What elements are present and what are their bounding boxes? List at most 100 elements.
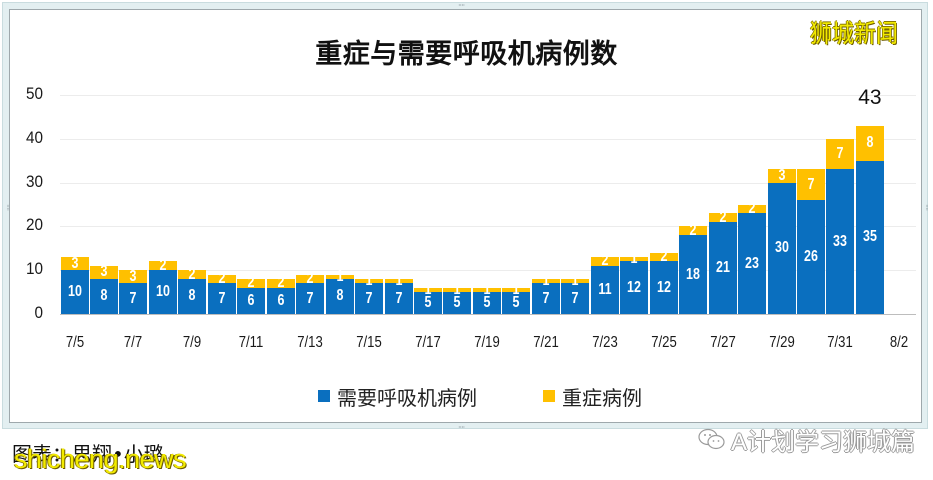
bar-segment-ventilator[interactable] xyxy=(738,213,767,314)
x-tick-label: 7/11 xyxy=(238,334,264,351)
bar-segment-severe[interactable] xyxy=(266,278,295,288)
bar-segment-severe[interactable] xyxy=(561,278,590,284)
bar-segment-severe[interactable] xyxy=(325,274,354,279)
y-tick-label: 30 xyxy=(25,171,43,191)
bar-segment-ventilator[interactable] xyxy=(855,160,884,314)
x-tick-label: 7/17 xyxy=(415,334,441,351)
legend: 需要呼吸机病例 重症病例 xyxy=(0,383,933,410)
paragraph-mark-icon: ↵ xyxy=(165,451,176,464)
bar-segment-severe[interactable] xyxy=(767,169,796,183)
x-tick-label: 7/31 xyxy=(827,334,854,351)
x-tick-label: 7/29 xyxy=(768,334,795,351)
bar-segment-ventilator[interactable] xyxy=(119,283,148,314)
y-tick-label: 50 xyxy=(25,84,43,103)
x-tick-label: 8/2 xyxy=(890,334,909,351)
bar-segment-ventilator[interactable] xyxy=(148,270,177,314)
wechat-icon xyxy=(698,428,725,449)
bar-segment-ventilator[interactable] xyxy=(590,265,619,314)
bar-segment-severe[interactable] xyxy=(708,213,737,222)
bar-segment-ventilator[interactable] xyxy=(472,292,501,314)
x-tick-label: 7/23 xyxy=(591,334,618,351)
bar-segment-ventilator[interactable] xyxy=(679,235,708,314)
gridline xyxy=(59,138,916,140)
x-tick-label: 7/9 xyxy=(183,334,202,351)
y-tick-label: 20 xyxy=(25,215,43,235)
chart-caption: 图表：思翔•小璐 ↵ xyxy=(12,438,175,467)
resize-handle-right[interactable]: ···· xyxy=(922,204,931,211)
bar-segment-ventilator[interactable] xyxy=(355,283,384,314)
total-value-label: 43 xyxy=(858,85,882,109)
bar-segment-ventilator[interactable] xyxy=(178,278,207,314)
bar-segment-severe[interactable] xyxy=(531,278,560,284)
bar-segment-ventilator[interactable] xyxy=(384,283,413,314)
bar-segment-severe[interactable] xyxy=(826,138,855,170)
y-tick-label: 0 xyxy=(34,303,43,322)
x-tick-label: 7/25 xyxy=(650,334,677,351)
resize-handle-top[interactable]: ···· xyxy=(458,1,465,10)
x-tick-label: 7/15 xyxy=(356,334,382,351)
bar-segment-severe[interactable] xyxy=(384,278,413,284)
x-axis-line xyxy=(59,314,916,315)
bar-segment-severe[interactable] xyxy=(502,287,531,293)
bar-segment-severe[interactable] xyxy=(443,287,472,293)
bar-segment-ventilator[interactable] xyxy=(325,278,354,314)
bar-segment-severe[interactable] xyxy=(89,265,118,279)
bar-segment-severe[interactable] xyxy=(797,169,825,201)
bar-segment-ventilator[interactable] xyxy=(237,287,266,314)
bar-segment-severe[interactable] xyxy=(738,204,767,214)
gridline xyxy=(59,226,916,228)
bar-segment-severe[interactable] xyxy=(472,287,501,293)
watermark-shicheng-news: shicheng.news xyxy=(14,444,187,474)
bar-segment-severe[interactable] xyxy=(414,287,443,293)
bar-segment-ventilator[interactable] xyxy=(502,292,531,314)
x-tick-label: 7/13 xyxy=(297,334,323,351)
bar-segment-ventilator[interactable] xyxy=(826,169,855,314)
legend-item-severe[interactable]: 重症病例 xyxy=(543,383,642,410)
bar-segment-severe[interactable] xyxy=(296,274,325,284)
caption-text: 图表：思翔•小璐 xyxy=(12,442,164,466)
x-tick-label: 7/21 xyxy=(533,334,559,351)
x-tick-label: 7/27 xyxy=(709,334,736,351)
wechat-account-name: A计划学习狮城篇 xyxy=(731,429,916,456)
legend-swatch-severe xyxy=(543,390,555,402)
bar-segment-severe[interactable] xyxy=(855,125,884,161)
bar-segment-ventilator[interactable] xyxy=(797,200,825,314)
x-tick-label: 7/7 xyxy=(124,334,143,351)
bar-segment-severe[interactable] xyxy=(60,257,89,271)
wechat-account-badge: A计划学习狮城篇 xyxy=(697,422,915,457)
bar-segment-severe[interactable] xyxy=(119,270,148,284)
bar-segment-severe[interactable] xyxy=(178,270,207,279)
legend-label-ventilator: 需要呼吸机病例 xyxy=(337,387,477,410)
bar-segment-severe[interactable] xyxy=(620,257,649,262)
bar-segment-severe[interactable] xyxy=(590,257,619,266)
resize-handle-bottom[interactable]: ···· xyxy=(458,423,465,432)
legend-item-ventilator[interactable]: 需要呼吸机病例 xyxy=(318,383,477,410)
bar-segment-ventilator[interactable] xyxy=(561,283,590,314)
bar-segment-ventilator[interactable] xyxy=(767,182,796,314)
legend-label-severe: 重症病例 xyxy=(562,387,642,410)
bar-segment-ventilator[interactable] xyxy=(207,283,236,314)
bar-segment-ventilator[interactable] xyxy=(708,222,737,314)
legend-swatch-ventilator xyxy=(318,390,330,402)
x-tick-label: 7/19 xyxy=(474,334,500,351)
bar-segment-severe[interactable] xyxy=(237,278,266,288)
bar-segment-ventilator[interactable] xyxy=(60,270,89,314)
gridline xyxy=(59,182,916,184)
bar-segment-ventilator[interactable] xyxy=(620,261,649,314)
bar-segment-severe[interactable] xyxy=(355,278,384,284)
bar-segment-ventilator[interactable] xyxy=(649,261,678,314)
bar-segment-ventilator[interactable] xyxy=(296,283,325,314)
resize-handle-left[interactable]: ···· xyxy=(3,204,12,211)
bar-segment-ventilator[interactable] xyxy=(266,287,295,314)
x-tick-label: 7/5 xyxy=(65,334,84,351)
bar-segment-ventilator[interactable] xyxy=(414,292,443,314)
bar-segment-severe[interactable] xyxy=(207,274,236,284)
bar-segment-severe[interactable] xyxy=(148,261,177,271)
chart-title: 重症与需要呼吸机病例数 xyxy=(315,39,618,69)
bar-segment-severe[interactable] xyxy=(649,252,678,262)
bar-segment-ventilator[interactable] xyxy=(89,278,118,314)
bar-segment-severe[interactable] xyxy=(679,226,708,236)
watermark-shicheng-news-cn: 狮城新闻 xyxy=(810,20,899,48)
bar-segment-ventilator[interactable] xyxy=(531,283,560,314)
bar-segment-ventilator[interactable] xyxy=(443,292,472,314)
